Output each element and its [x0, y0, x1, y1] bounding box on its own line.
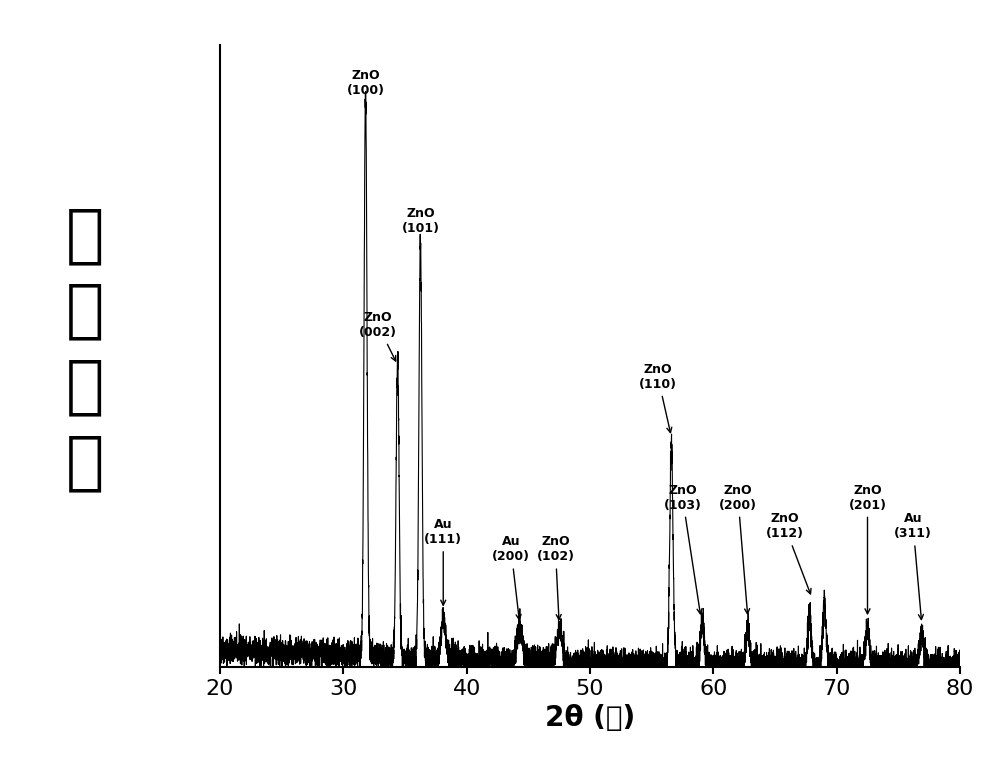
- Text: 强: 强: [66, 356, 104, 418]
- Text: ZnO
(101): ZnO (101): [402, 208, 440, 236]
- X-axis label: 2θ (度): 2θ (度): [545, 704, 635, 732]
- Text: Au
(200): Au (200): [492, 535, 530, 619]
- Text: ZnO
(110): ZnO (110): [639, 363, 677, 433]
- Text: ZnO
(102): ZnO (102): [536, 535, 574, 619]
- Text: ZnO
(100): ZnO (100): [347, 69, 385, 97]
- Text: ZnO
(112): ZnO (112): [766, 512, 811, 594]
- Text: 相: 相: [66, 204, 104, 266]
- Text: Au
(111): Au (111): [424, 518, 462, 605]
- Text: 对: 对: [66, 280, 104, 342]
- Text: 度: 度: [66, 431, 104, 493]
- Text: ZnO
(200): ZnO (200): [719, 484, 757, 614]
- Text: ZnO
(103): ZnO (103): [664, 484, 702, 614]
- Text: ZnO
(002): ZnO (002): [359, 311, 397, 361]
- Text: ZnO
(201): ZnO (201): [849, 484, 887, 614]
- Text: Au
(311): Au (311): [894, 512, 932, 619]
